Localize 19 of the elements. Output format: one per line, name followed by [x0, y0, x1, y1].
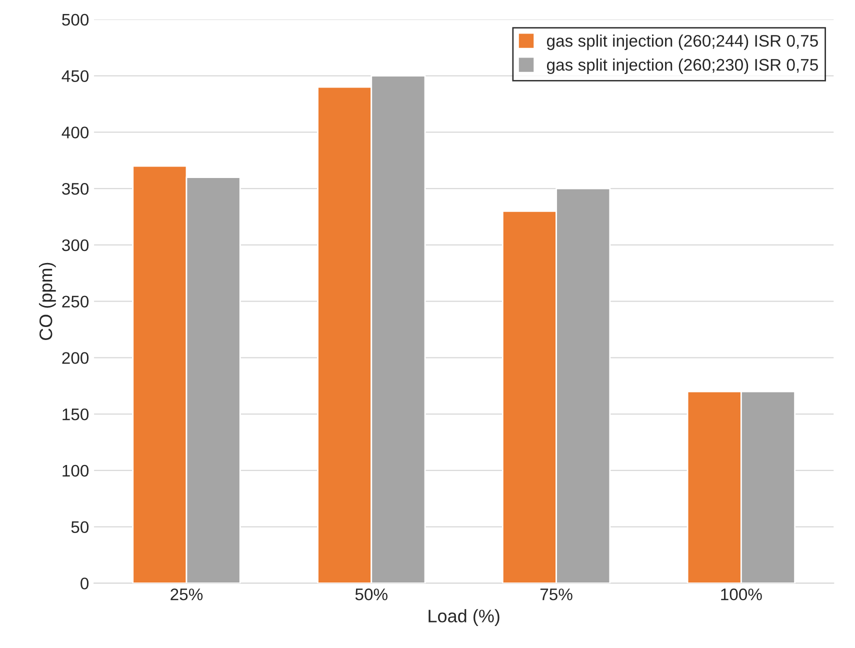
x-tick-label: 75% — [540, 588, 572, 600]
y-tick-label: 300 — [62, 239, 89, 252]
y-tick-label: 150 — [62, 408, 89, 420]
y-tick-label: 200 — [62, 352, 89, 364]
y-tick-label: 0 — [80, 578, 89, 590]
y-tick-label: 100 — [62, 464, 89, 477]
x-axis-title: Load (%) — [428, 609, 500, 626]
y-tick-label: 400 — [62, 126, 89, 138]
y-axis-title: CO (ppm) — [39, 262, 56, 340]
legend-label: gas split injection (260;230) ISR 0,75 — [546, 58, 818, 74]
y-tick-label: 50 — [71, 521, 89, 534]
y-tick-label: 450 — [62, 70, 89, 82]
x-tick-label: 25% — [170, 588, 203, 600]
y-tick-label: 250 — [62, 296, 89, 308]
legend-label: gas split injection (260;244) ISR 0,75 — [546, 34, 818, 50]
y-tick-label: 500 — [62, 14, 89, 26]
x-tick-label: 50% — [355, 588, 388, 600]
x-tick-label: 100% — [721, 588, 762, 600]
y-tick-label: 350 — [62, 182, 89, 195]
